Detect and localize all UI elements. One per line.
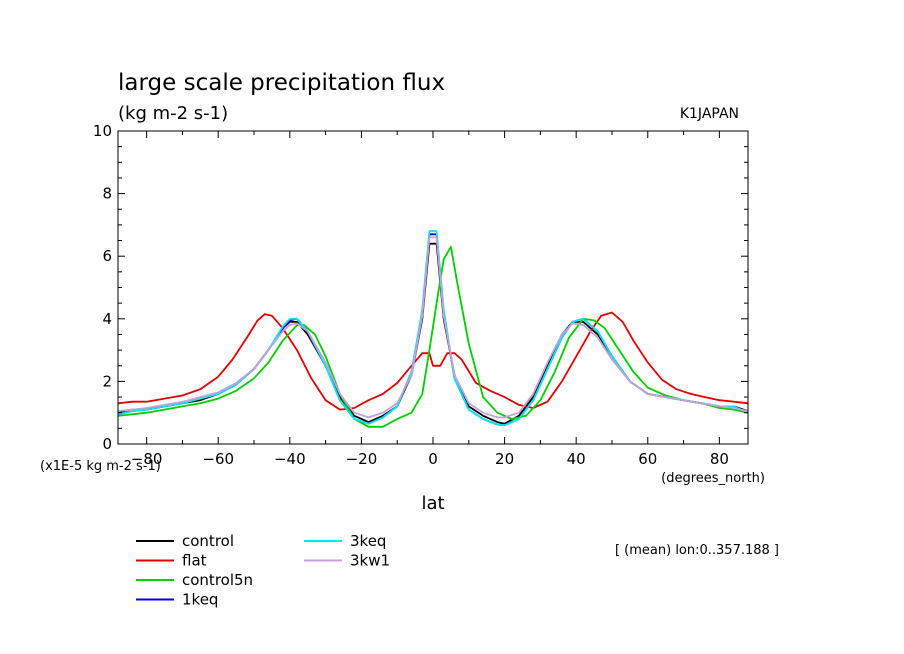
x-tick-label: −80 xyxy=(131,450,163,468)
x-tick-label: 60 xyxy=(638,450,657,468)
x-tick-label: 0 xyxy=(428,450,438,468)
legend-label-control5n: control5n xyxy=(182,571,253,589)
x-tick-label: −60 xyxy=(202,450,234,468)
x-tick-label: 40 xyxy=(567,450,586,468)
series-line-control5n xyxy=(117,245,749,428)
x-tick-label: −20 xyxy=(346,450,378,468)
y-tick-label: 6 xyxy=(102,247,112,265)
series-line-3kw1 xyxy=(117,236,749,419)
chart-units: (kg m-2 s-1) xyxy=(118,103,228,124)
mean-note: [ (mean) lon:0..357.188 ] xyxy=(615,543,779,558)
x-tick-label: 80 xyxy=(710,450,729,468)
y-tick-label: 10 xyxy=(93,122,112,140)
legend-label-flat: flat xyxy=(182,552,207,570)
y-tick-label: 4 xyxy=(102,310,112,328)
series-line-flat xyxy=(117,311,749,411)
y-tick-label: 0 xyxy=(102,435,112,453)
series-line-control xyxy=(117,242,749,425)
legend-label-3keq: 3keq xyxy=(350,532,386,550)
plot-lines xyxy=(117,230,749,428)
legend-label-1keq: 1keq xyxy=(182,591,218,609)
x-tick-label: 20 xyxy=(495,450,514,468)
plot-frame xyxy=(117,130,749,445)
chart-title: large scale precipitation flux xyxy=(118,70,445,96)
model-name: K1JAPAN xyxy=(680,106,739,122)
legend-label-3kw1: 3kw1 xyxy=(350,552,390,570)
scale-note: (x1E-5 kg m-2 s-1) xyxy=(40,459,161,474)
x-tick-label: −40 xyxy=(274,450,306,468)
axis-ticks: −80 −60 −40 −20 0 20 40 60 80 0 2 4 6 8 10 xyxy=(93,122,748,468)
legend-label-control: control xyxy=(182,532,234,550)
x-axis-label: lat xyxy=(421,493,444,514)
y-tick-label: 2 xyxy=(102,372,112,390)
x-units: (degrees_north) xyxy=(661,471,765,486)
y-tick-label: 8 xyxy=(102,185,112,203)
